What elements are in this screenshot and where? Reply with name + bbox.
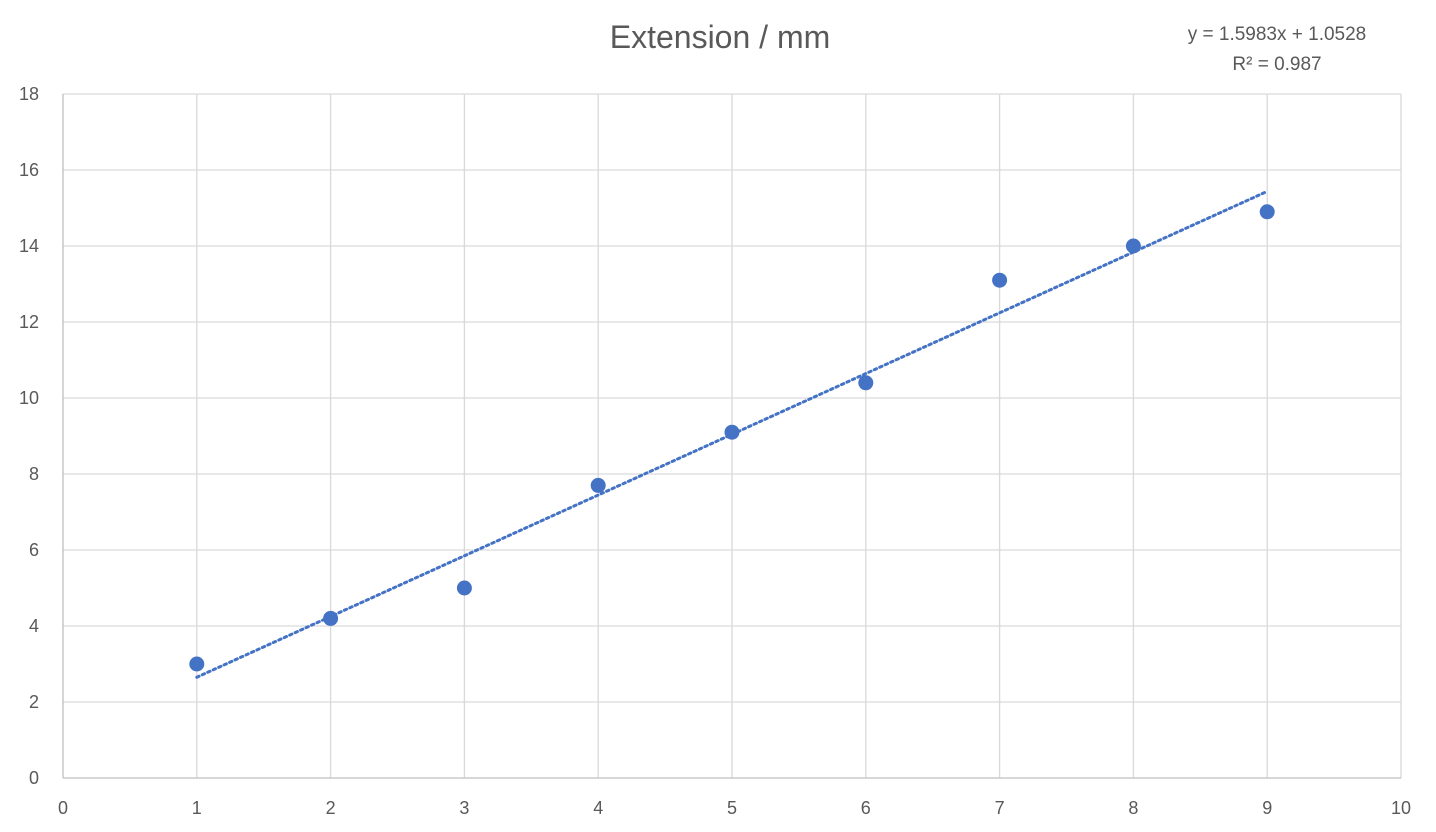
x-tick-label: 10	[1391, 798, 1411, 818]
data-point	[858, 375, 874, 391]
data-point	[1125, 238, 1141, 254]
x-tick-label: 0	[58, 798, 68, 818]
y-tick-label: 16	[19, 160, 39, 180]
data-point	[992, 272, 1008, 288]
data-point	[1259, 204, 1275, 220]
y-tick-label: 14	[19, 236, 39, 256]
x-tick-label: 5	[727, 798, 737, 818]
x-tick-label: 6	[861, 798, 871, 818]
data-point	[456, 580, 472, 596]
x-tick-label: 4	[593, 798, 603, 818]
x-tick-label: 2	[326, 798, 336, 818]
y-tick-label: 2	[29, 692, 39, 712]
trendline-equation: y = 1.5983x + 1.0528	[1188, 24, 1367, 45]
y-tick-label: 4	[29, 616, 39, 636]
data-point	[590, 477, 606, 493]
chart-title: Extension / mm	[610, 19, 831, 55]
data-points	[189, 204, 1275, 672]
y-tick-label: 8	[29, 464, 39, 484]
y-tick-label: 10	[19, 388, 39, 408]
y-tick-label: 18	[19, 84, 39, 104]
y-tick-label: 0	[29, 768, 39, 788]
data-point	[189, 656, 205, 672]
x-tick-label: 3	[459, 798, 469, 818]
y-tick-label: 12	[19, 312, 39, 332]
y-tick-label: 6	[29, 540, 39, 560]
x-tick-label: 7	[995, 798, 1005, 818]
trendline-r-squared: R² = 0.987	[1232, 54, 1321, 75]
x-tick-label: 9	[1262, 798, 1272, 818]
data-point	[724, 424, 740, 440]
x-tick-label: 8	[1128, 798, 1138, 818]
axes	[62, 94, 1401, 779]
data-point	[323, 610, 339, 626]
x-tick-label: 1	[192, 798, 202, 818]
